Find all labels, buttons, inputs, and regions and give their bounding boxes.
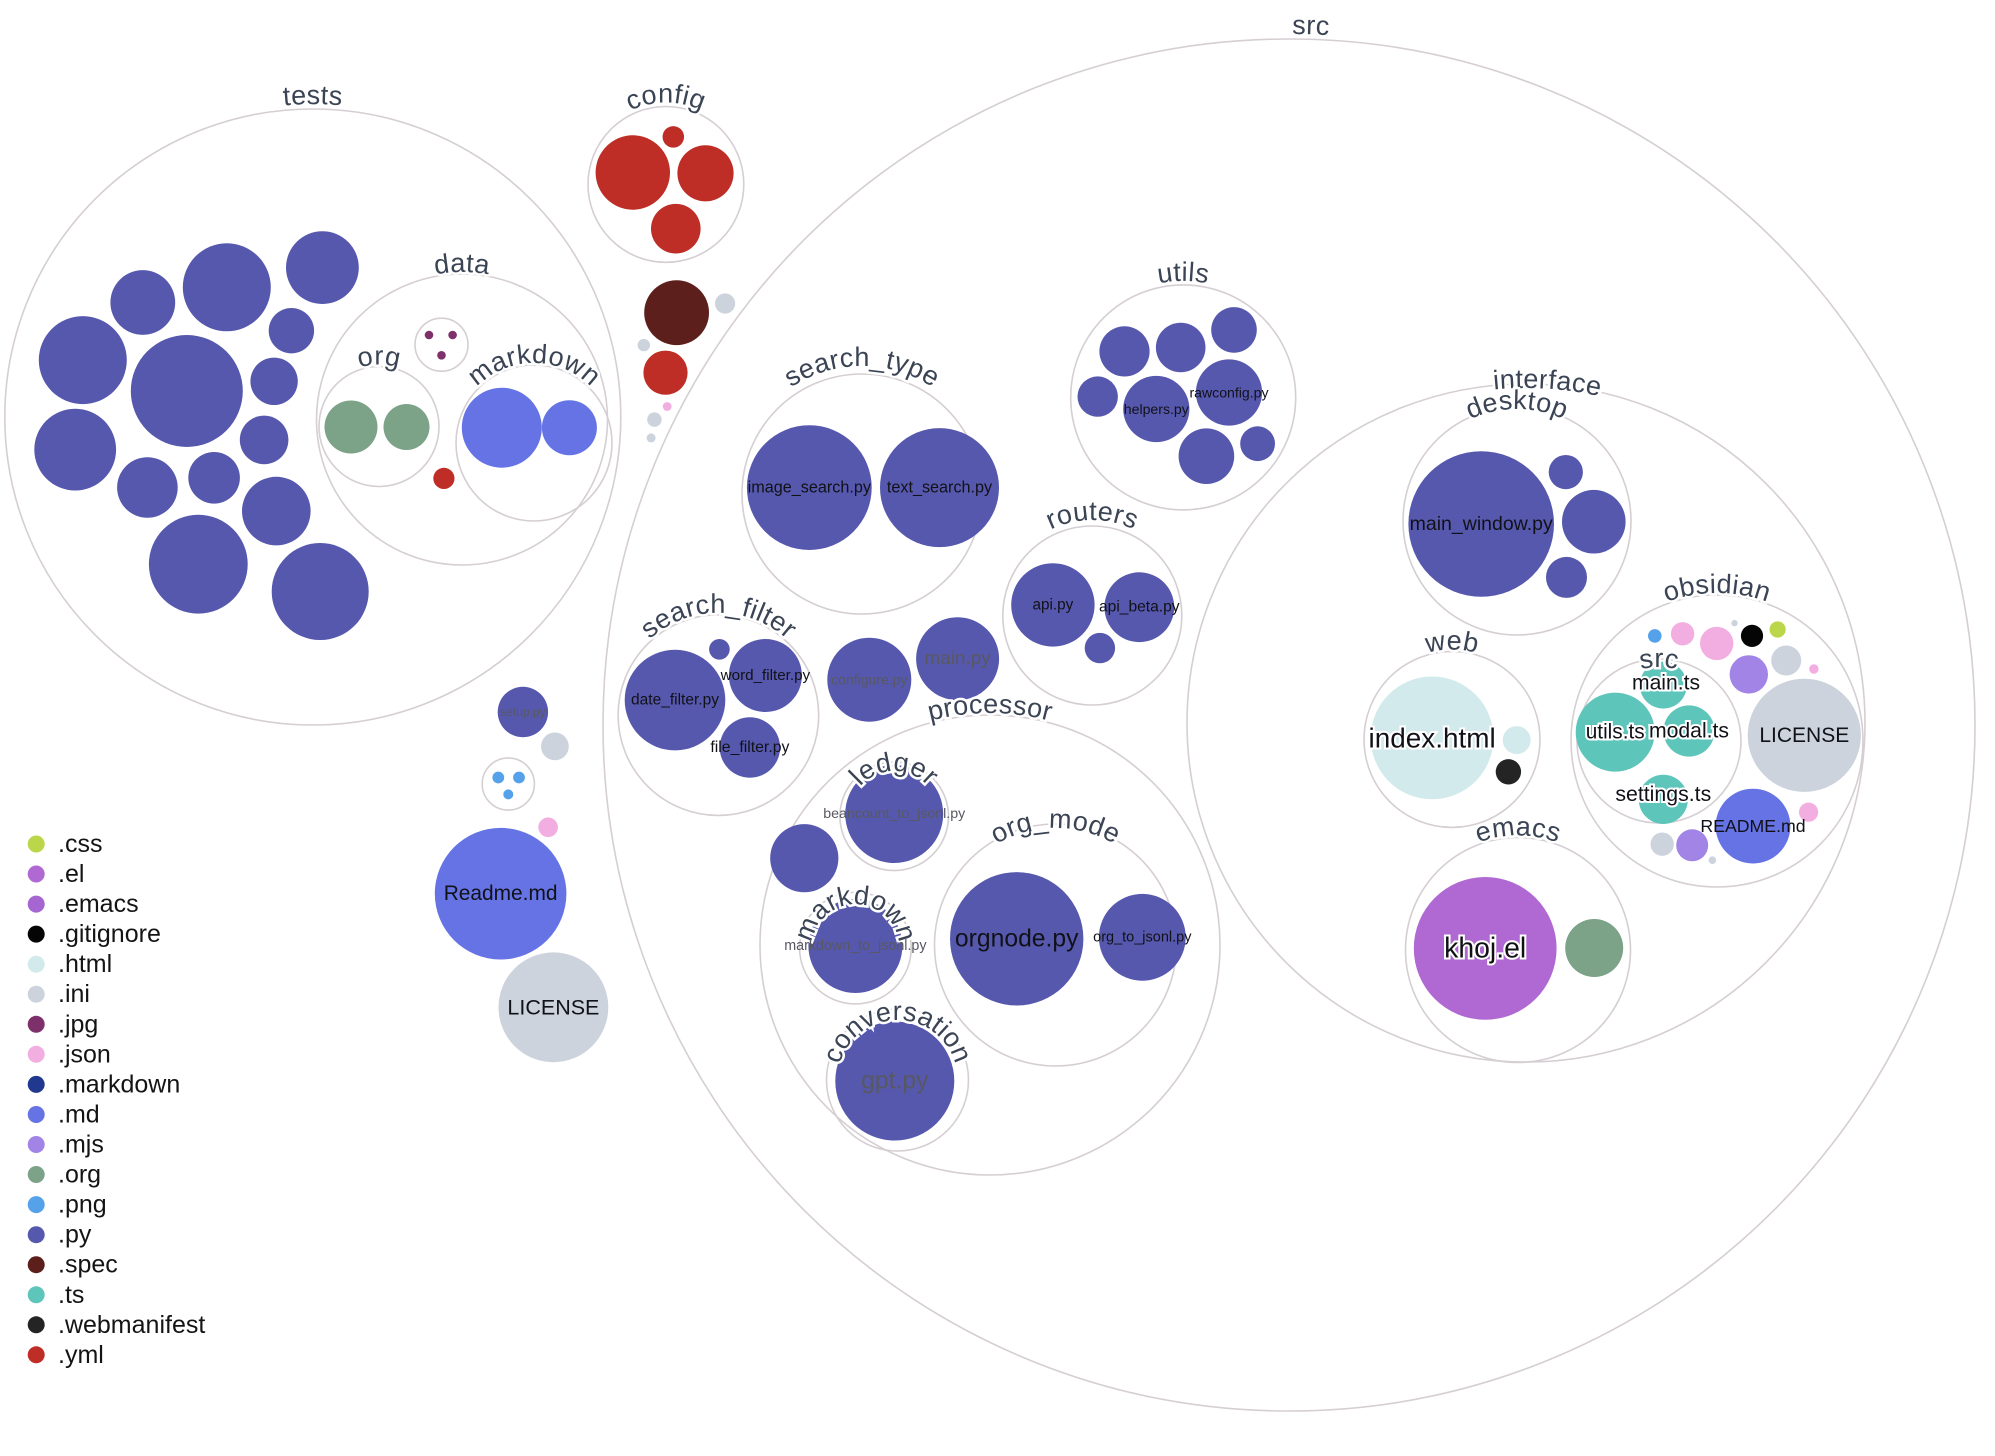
svg-text:src: src [1292, 10, 1330, 41]
svg-text:main.py: main.py [925, 648, 992, 669]
svg-text:.md: .md [58, 1101, 100, 1129]
svg-text:search_filter: search_filter [634, 589, 802, 644]
svg-text:.markdown: .markdown [58, 1070, 180, 1098]
svg-text:web: web [1422, 625, 1482, 658]
svg-text:rawconfig.py: rawconfig.py [1189, 385, 1269, 401]
svg-text:src: src [1637, 643, 1681, 675]
svg-text:.html: .html [58, 950, 112, 978]
svg-text:setup.py: setup.py [500, 705, 547, 719]
svg-text:emacs: emacs [1471, 811, 1564, 848]
svg-text:config: config [621, 79, 710, 117]
svg-text:org: org [355, 341, 404, 374]
svg-text:index.html: index.html [1369, 722, 1496, 753]
svg-text:search_type: search_type [779, 342, 946, 393]
svg-text:tests: tests [282, 80, 344, 111]
svg-text:helpers.py: helpers.py [1124, 401, 1190, 417]
svg-text:desktop: desktop [1461, 385, 1572, 425]
svg-text:main_window.py: main_window.py [1410, 513, 1553, 535]
svg-text:main.ts: main.ts [1632, 672, 1700, 695]
svg-text:file_filter.py: file_filter.py [710, 739, 789, 756]
svg-text:word_filter.py: word_filter.py [720, 667, 811, 684]
svg-text:api.py: api.py [1032, 596, 1073, 613]
svg-text:api_beta.py: api_beta.py [1099, 599, 1180, 616]
svg-text:.yml: .yml [58, 1341, 104, 1369]
svg-text:routers: routers [1041, 496, 1143, 535]
svg-text:.json: .json [58, 1040, 111, 1068]
svg-text:.ts: .ts [58, 1281, 84, 1309]
svg-text:.mjs: .mjs [58, 1131, 104, 1159]
svg-text:settings.ts: settings.ts [1615, 782, 1711, 806]
svg-text:gpt.py: gpt.py [861, 1068, 929, 1095]
svg-text:modal.ts: modal.ts [1649, 720, 1729, 743]
svg-text:khoj.el: khoj.el [1444, 932, 1526, 964]
svg-text:date_filter.py: date_filter.py [631, 692, 719, 709]
svg-text:.png: .png [58, 1191, 107, 1219]
svg-text:.spec: .spec [58, 1251, 118, 1279]
svg-text:Readme.md: Readme.md [444, 882, 558, 905]
svg-text:markdown_to_jsonl.py: markdown_to_jsonl.py [784, 938, 927, 954]
svg-text:.ini: .ini [58, 980, 90, 1008]
svg-text:text_search.py: text_search.py [887, 479, 993, 497]
svg-text:beancount_to_jsonl.py: beancount_to_jsonl.py [823, 806, 966, 822]
svg-text:image_search.py: image_search.py [748, 479, 872, 497]
svg-text:org_to_jsonl.py: org_to_jsonl.py [1093, 929, 1192, 945]
svg-text:.gitignore: .gitignore [58, 920, 161, 948]
svg-text:obsidian: obsidian [1659, 569, 1774, 608]
svg-text:.webmanifest: .webmanifest [58, 1311, 205, 1339]
svg-text:.el: .el [58, 860, 84, 888]
svg-text:org_mode: org_mode [985, 804, 1125, 850]
svg-text:markdown: markdown [462, 339, 607, 392]
svg-text:processor: processor [925, 689, 1056, 727]
svg-text:.emacs: .emacs [58, 890, 139, 918]
svg-text:utils: utils [1155, 257, 1211, 289]
svg-text:.org: .org [58, 1161, 101, 1189]
svg-text:utils.ts: utils.ts [1586, 721, 1645, 744]
svg-text:.py: .py [58, 1221, 92, 1249]
svg-text:LICENSE: LICENSE [1759, 724, 1849, 747]
svg-text:LICENSE: LICENSE [507, 995, 599, 1019]
svg-text:data: data [432, 248, 492, 280]
svg-text:configure.py: configure.py [831, 672, 907, 688]
svg-text:README.md: README.md [1700, 816, 1805, 836]
svg-text:orgnode.py: orgnode.py [955, 925, 1079, 952]
svg-text:.css: .css [58, 830, 102, 858]
svg-text:.jpg: .jpg [58, 1010, 98, 1038]
